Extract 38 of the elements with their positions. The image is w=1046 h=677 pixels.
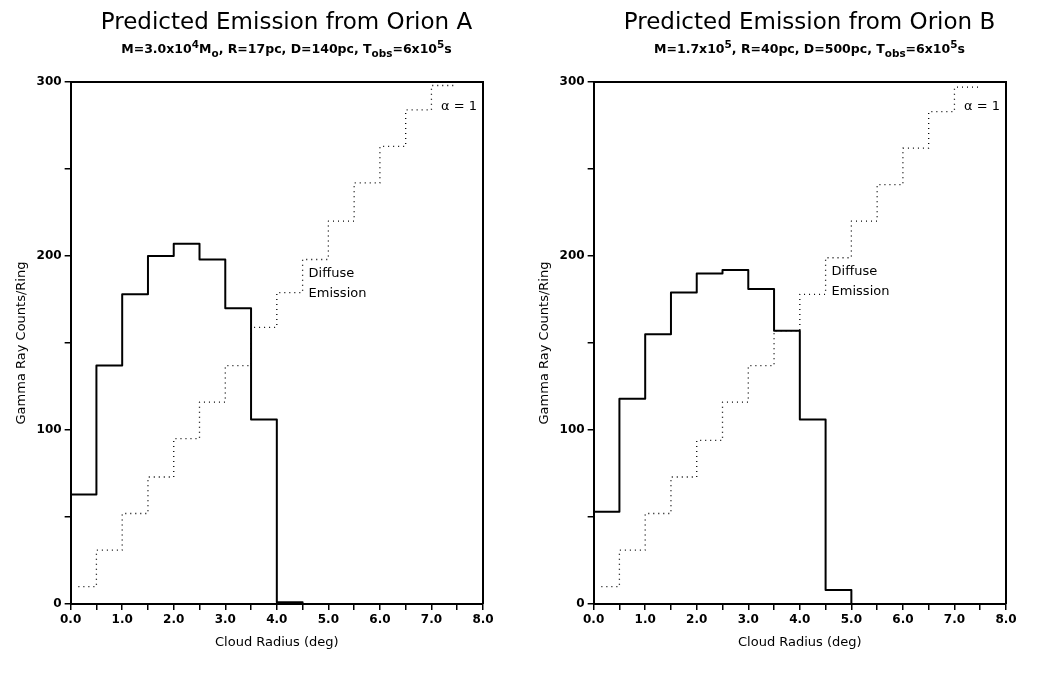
annotation: α = 1 <box>964 97 1000 113</box>
x-tick-label: 6.0 <box>892 612 914 627</box>
x-tick-label: 7.0 <box>943 612 966 627</box>
x-axis-title: Cloud Radius (deg) <box>738 633 862 649</box>
y-tick-label: 200 <box>36 248 62 263</box>
series-label: Diffuse Emission <box>308 264 367 300</box>
x-tick-label: 1.0 <box>634 612 656 627</box>
text: M=3.0x10$^{4}$M$_{o}$, R=17pc, D=140pc, T$_{obs}$=6x10$^{5}$s <box>121 38 452 59</box>
y-tick-label: 300 <box>559 74 585 89</box>
y-tick-label: 0 <box>53 596 62 611</box>
x-tick-label: 4.0 <box>266 612 288 627</box>
x-tick-label: 7.0 <box>420 612 443 627</box>
x-tick-label: 8.0 <box>995 612 1017 627</box>
x-tick-label: 0.0 <box>583 612 605 627</box>
x-tick-label: 5.0 <box>317 612 339 627</box>
y-tick-label: 200 <box>559 248 585 263</box>
y-axis-title: Gamma Ray Counts/Ring <box>13 261 29 425</box>
x-tick-label: 3.0 <box>737 612 759 627</box>
chart-subtitle: M=1.7x10$^{5}$, R=40pc, D=500pc, T$_{obs}$=6x10$^{5}$s <box>653 38 966 61</box>
chart-title: Predicted Emission from Orion B <box>622 7 997 36</box>
chart-title: Predicted Emission from Orion A <box>99 7 474 36</box>
y-tick-label: 100 <box>36 422 62 437</box>
x-tick-label: 1.0 <box>111 612 133 627</box>
x-tick-label: 4.0 <box>789 612 811 627</box>
x-tick-label: 6.0 <box>369 612 391 627</box>
series-label: Diffuse Emission <box>831 263 890 299</box>
y-tick-label: 100 <box>559 422 585 437</box>
y-axis-title: Gamma Ray Counts/Ring <box>536 261 552 425</box>
y-tick-label: 300 <box>36 74 62 89</box>
x-tick-label: 3.0 <box>214 612 236 627</box>
x-tick-label: 2.0 <box>686 612 708 627</box>
y-tick-label: 0 <box>576 596 585 611</box>
x-axis-title: Cloud Radius (deg) <box>215 633 339 649</box>
annotation: α = 1 <box>441 97 477 113</box>
x-tick-label: 0.0 <box>60 612 82 627</box>
x-tick-label: 2.0 <box>163 612 185 627</box>
x-tick-label: 5.0 <box>840 612 862 627</box>
x-tick-label: 8.0 <box>472 612 494 627</box>
